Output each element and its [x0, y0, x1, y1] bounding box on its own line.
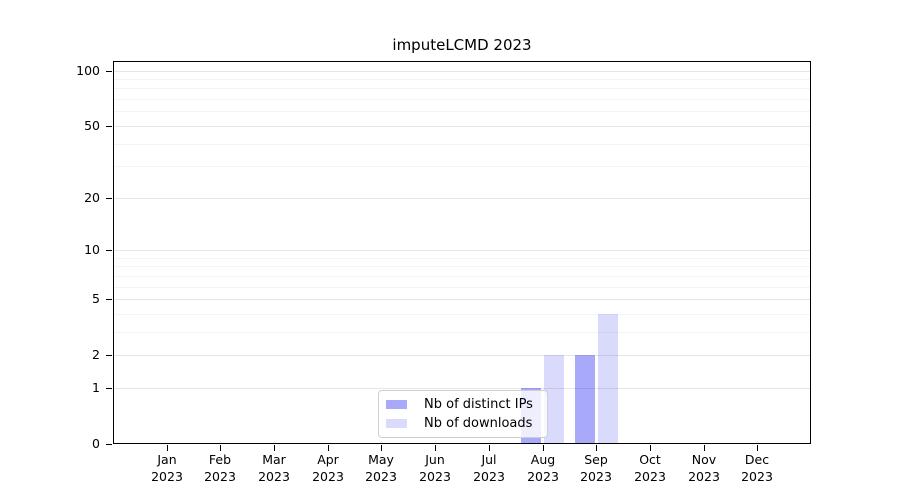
y-axis-tick-label: 100	[76, 63, 100, 78]
x-axis-tick-label: Oct 2023	[634, 452, 666, 484]
bar-downloads	[598, 314, 618, 444]
grid-line-minor	[113, 276, 811, 277]
grid-line-minor	[113, 79, 811, 80]
x-tick-mark	[274, 445, 275, 451]
y-tick-mark	[106, 355, 112, 356]
grid-line-minor	[113, 99, 811, 100]
y-tick-mark	[106, 71, 112, 72]
legend-swatch-distinct-ips	[386, 400, 407, 409]
x-tick-mark	[489, 445, 490, 451]
grid-line-major	[113, 198, 811, 199]
grid-line-major	[113, 126, 811, 127]
grid-line-major	[113, 250, 811, 251]
x-tick-mark	[596, 445, 597, 451]
legend-label: Nb of distinct IPs	[424, 397, 533, 412]
y-axis-tick-label: 20	[84, 190, 100, 205]
legend-label: Nb of downloads	[424, 416, 533, 431]
legend-swatch-downloads	[386, 419, 407, 428]
y-tick-mark	[106, 250, 112, 251]
legend: Nb of distinct IPs Nb of downloads	[378, 390, 548, 438]
grid-line-minor	[113, 314, 811, 315]
bar-downloads	[544, 355, 564, 444]
y-tick-mark	[106, 444, 112, 445]
grid-line-minor	[113, 287, 811, 288]
grid-line-minor	[113, 88, 811, 89]
x-axis-tick-label: Mar 2023	[258, 452, 290, 484]
x-axis-tick-label: Apr 2023	[312, 452, 344, 484]
y-axis-tick-label: 10	[84, 242, 100, 257]
grid-line-major	[113, 355, 811, 356]
grid-line-minor	[113, 144, 811, 145]
y-axis-tick-label: 1	[92, 380, 100, 395]
grid-line-minor	[113, 111, 811, 112]
x-tick-mark	[381, 445, 382, 451]
x-tick-mark	[328, 445, 329, 451]
legend-item-distinct-ips: Nb of distinct IPs	[386, 397, 547, 412]
x-tick-mark	[543, 445, 544, 451]
x-axis-tick-label: Nov 2023	[688, 452, 720, 484]
y-axis-tick-label: 0	[92, 436, 100, 451]
x-tick-mark	[167, 445, 168, 451]
x-axis-tick-label: Feb 2023	[204, 452, 236, 484]
x-axis-tick-label: Jul 2023	[473, 452, 505, 484]
grid-line-minor	[113, 258, 811, 259]
legend-item-downloads: Nb of downloads	[386, 416, 547, 431]
x-axis-tick-label: Sep 2023	[580, 452, 612, 484]
bar-distinct-ips	[575, 355, 595, 444]
y-tick-mark	[106, 388, 112, 389]
plot-area	[113, 61, 811, 444]
chart-title: imputeLCMD 2023	[392, 36, 532, 54]
y-tick-mark	[106, 299, 112, 300]
y-tick-mark	[106, 198, 112, 199]
y-axis-tick-label: 2	[92, 347, 100, 362]
x-tick-mark	[704, 445, 705, 451]
y-axis-tick-label: 50	[84, 118, 100, 133]
grid-line-major	[113, 388, 811, 389]
grid-line-minor	[113, 332, 811, 333]
grid-line-minor	[113, 266, 811, 267]
y-tick-mark	[106, 126, 112, 127]
x-axis-tick-label: Jun 2023	[419, 452, 451, 484]
grid-line-minor	[113, 166, 811, 167]
x-tick-mark	[435, 445, 436, 451]
x-axis-tick-label: Jan 2023	[151, 452, 183, 484]
y-axis-tick-label: 5	[92, 291, 100, 306]
x-tick-mark	[650, 445, 651, 451]
x-axis-tick-label: Aug 2023	[527, 452, 559, 484]
x-axis-tick-label: Dec 2023	[741, 452, 773, 484]
grid-line-major	[113, 71, 811, 72]
x-tick-mark	[220, 445, 221, 451]
grid-line-major	[113, 299, 811, 300]
x-tick-mark	[757, 445, 758, 451]
x-axis-tick-label: May 2023	[365, 452, 397, 484]
